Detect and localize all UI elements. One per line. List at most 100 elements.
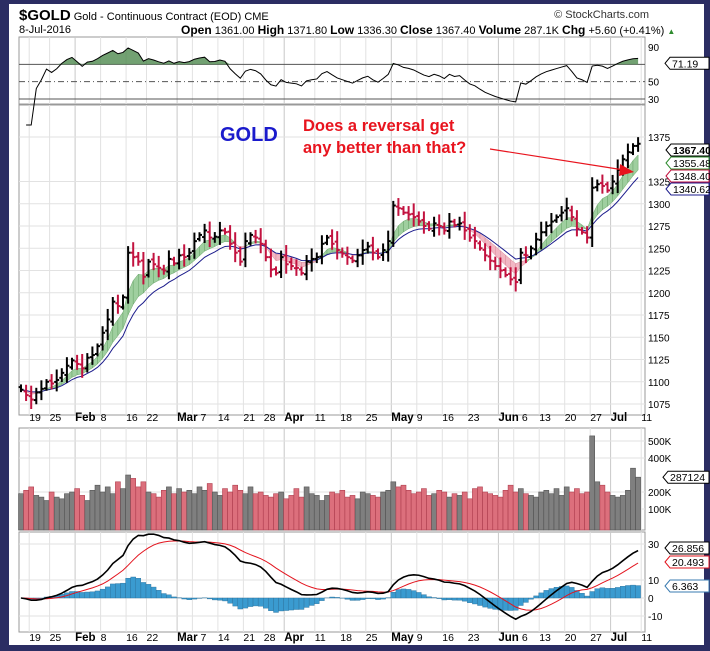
date-tick-label: 23 bbox=[468, 632, 480, 644]
ohlc-bar bbox=[95, 343, 100, 357]
volume-bar bbox=[533, 496, 539, 531]
open-value: 1361.00 bbox=[214, 25, 255, 37]
macd-histogram-bar bbox=[166, 594, 172, 599]
macd-histogram-bar bbox=[110, 583, 116, 599]
macd-histogram-bar bbox=[426, 596, 432, 599]
date-tick-label: 19 bbox=[29, 412, 41, 424]
macd-histogram-bar bbox=[421, 594, 427, 599]
ohlc-bar bbox=[299, 266, 304, 276]
price-tick-label: 1100 bbox=[648, 378, 670, 389]
macd-histogram-bar bbox=[538, 592, 544, 599]
macd-last-value-tag: 26.856 bbox=[664, 541, 710, 555]
instrument-name: Gold - Continuous Contract (EOD) bbox=[73, 11, 242, 23]
macd-histogram-bar bbox=[604, 588, 611, 599]
macd-histogram-bar bbox=[232, 597, 238, 607]
volume-bar bbox=[324, 495, 330, 531]
volume-bar bbox=[421, 488, 427, 531]
macd-histogram-bar bbox=[99, 588, 106, 599]
ohlc-bar bbox=[543, 221, 549, 237]
macd-histogram-bar bbox=[518, 597, 524, 606]
value-tag-text: 26.856 bbox=[672, 543, 704, 555]
volume-bar bbox=[375, 496, 381, 531]
ohlc-bar bbox=[472, 226, 478, 249]
ohlc-bar bbox=[191, 232, 197, 259]
macd-tick-label: 0 bbox=[648, 594, 654, 605]
volume-bar bbox=[257, 491, 264, 531]
date-tick-label: 20 bbox=[565, 412, 577, 424]
value-tag-box bbox=[665, 182, 710, 196]
macd-histogram-bar bbox=[293, 597, 300, 610]
macd-tick-label: 10 bbox=[648, 576, 660, 587]
value-tag-box bbox=[664, 555, 710, 569]
ohlc-bar bbox=[309, 248, 315, 272]
date-tick-label: 16 bbox=[126, 412, 138, 424]
date-tick-label: May bbox=[391, 412, 414, 424]
ohlc-bar bbox=[365, 241, 371, 254]
volume-bar bbox=[451, 493, 458, 531]
volume-bar bbox=[222, 488, 228, 531]
ohlc-bar bbox=[186, 248, 192, 261]
ohlc-bar bbox=[324, 234, 330, 246]
volume-bar bbox=[104, 486, 111, 531]
value-tag-text: 1355.48 bbox=[673, 158, 710, 170]
ohlc-bar bbox=[253, 229, 259, 244]
date-tick-label: 28 bbox=[264, 412, 276, 424]
ohlc-bar bbox=[283, 245, 289, 274]
price-tick-label: 1375 bbox=[648, 133, 671, 144]
macd-histogram-bar bbox=[242, 597, 249, 609]
macd-histogram-bar bbox=[451, 597, 458, 601]
volume-bar bbox=[64, 493, 70, 531]
volume-bar bbox=[171, 493, 177, 531]
date-tick-label: 6 bbox=[522, 632, 528, 644]
macd-histogram-bar bbox=[594, 588, 600, 599]
date-tick-label: 9 bbox=[417, 412, 423, 424]
volume-bar bbox=[558, 495, 565, 531]
ohlc-bar bbox=[564, 197, 570, 220]
value-tag-text: 6.363 bbox=[672, 581, 698, 593]
macd-histogram-bar bbox=[314, 597, 320, 604]
ohlc-bar bbox=[554, 214, 559, 223]
macd-histogram-bar bbox=[620, 586, 626, 599]
volume-bar bbox=[395, 486, 402, 531]
volume-last-value-tag: 287124 bbox=[662, 470, 710, 484]
ohlc-bar bbox=[401, 206, 406, 216]
volume-bar bbox=[23, 489, 29, 531]
date-tick-label: 18 bbox=[340, 632, 352, 644]
ohlc-bar bbox=[135, 251, 141, 266]
ohlc-bar bbox=[503, 267, 508, 278]
date-tick-label: 22 bbox=[147, 412, 159, 424]
macd-histogram-bar bbox=[191, 597, 198, 600]
volume-tick-label: 200K bbox=[648, 488, 672, 499]
rsi-line bbox=[26, 47, 639, 126]
price-tick-label: 1300 bbox=[648, 200, 671, 211]
ohlc-bar bbox=[151, 252, 157, 271]
volume-bar bbox=[48, 491, 55, 531]
volume-bar bbox=[431, 493, 437, 531]
date-tick-label: Jul bbox=[611, 632, 628, 644]
ohlc-bar bbox=[54, 369, 60, 392]
volume-bar bbox=[472, 488, 478, 531]
ohlc-bar bbox=[140, 251, 146, 285]
ohlc-bar bbox=[594, 179, 600, 192]
volume-bar bbox=[456, 495, 463, 531]
volume-bar bbox=[405, 489, 412, 531]
macd-histogram-bar bbox=[303, 597, 310, 608]
ohlc-bar bbox=[268, 248, 274, 278]
ohlc-bar bbox=[130, 242, 136, 267]
ohlc-bar bbox=[314, 252, 320, 264]
macd-histogram-bar bbox=[456, 597, 463, 601]
rsi-tick-label: 30 bbox=[648, 95, 660, 106]
macd-histogram-bar bbox=[334, 597, 340, 599]
ohlc-bar bbox=[390, 200, 396, 247]
volume-bar bbox=[135, 486, 142, 531]
volume-bar bbox=[125, 474, 131, 531]
macd-line bbox=[20, 533, 639, 621]
volume-bar bbox=[579, 493, 585, 531]
price-tick-label: 1175 bbox=[648, 311, 670, 322]
ohlc-bar bbox=[181, 244, 187, 267]
ohlc-bar bbox=[467, 224, 473, 242]
ohlc-bar bbox=[538, 221, 544, 250]
macd-histogram-bar bbox=[258, 597, 264, 607]
macd-histogram-bar bbox=[599, 587, 606, 599]
ohlc-bar bbox=[431, 216, 437, 237]
